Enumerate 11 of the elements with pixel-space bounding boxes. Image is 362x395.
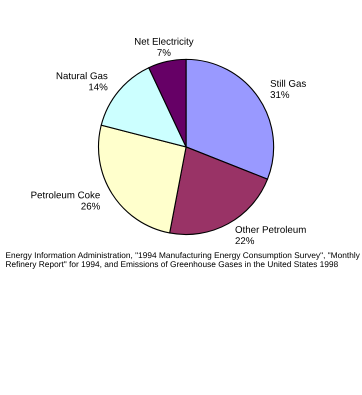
slice-label: Petroleum Coke xyxy=(31,191,100,198)
slice-label: Natural Gas xyxy=(56,72,108,80)
text: Energy Information Administration, "1994 Manufacturing Energy Consumption Survey", "Monthly Refinery Report" for 1994, and Emissions of Greenhouse Gases in the United States 1998 xyxy=(6,252,360,269)
data-label: 22% xyxy=(235,237,254,244)
slice-label: Other Petroleum xyxy=(235,226,306,233)
data-label: 31% xyxy=(270,91,290,98)
data-label: 14% xyxy=(89,84,108,90)
data-label: 26% xyxy=(81,202,100,210)
data-label: 7% xyxy=(157,49,171,56)
slice-label: Net Electricity xyxy=(134,38,194,47)
slice-label: Still Gas xyxy=(270,80,306,87)
